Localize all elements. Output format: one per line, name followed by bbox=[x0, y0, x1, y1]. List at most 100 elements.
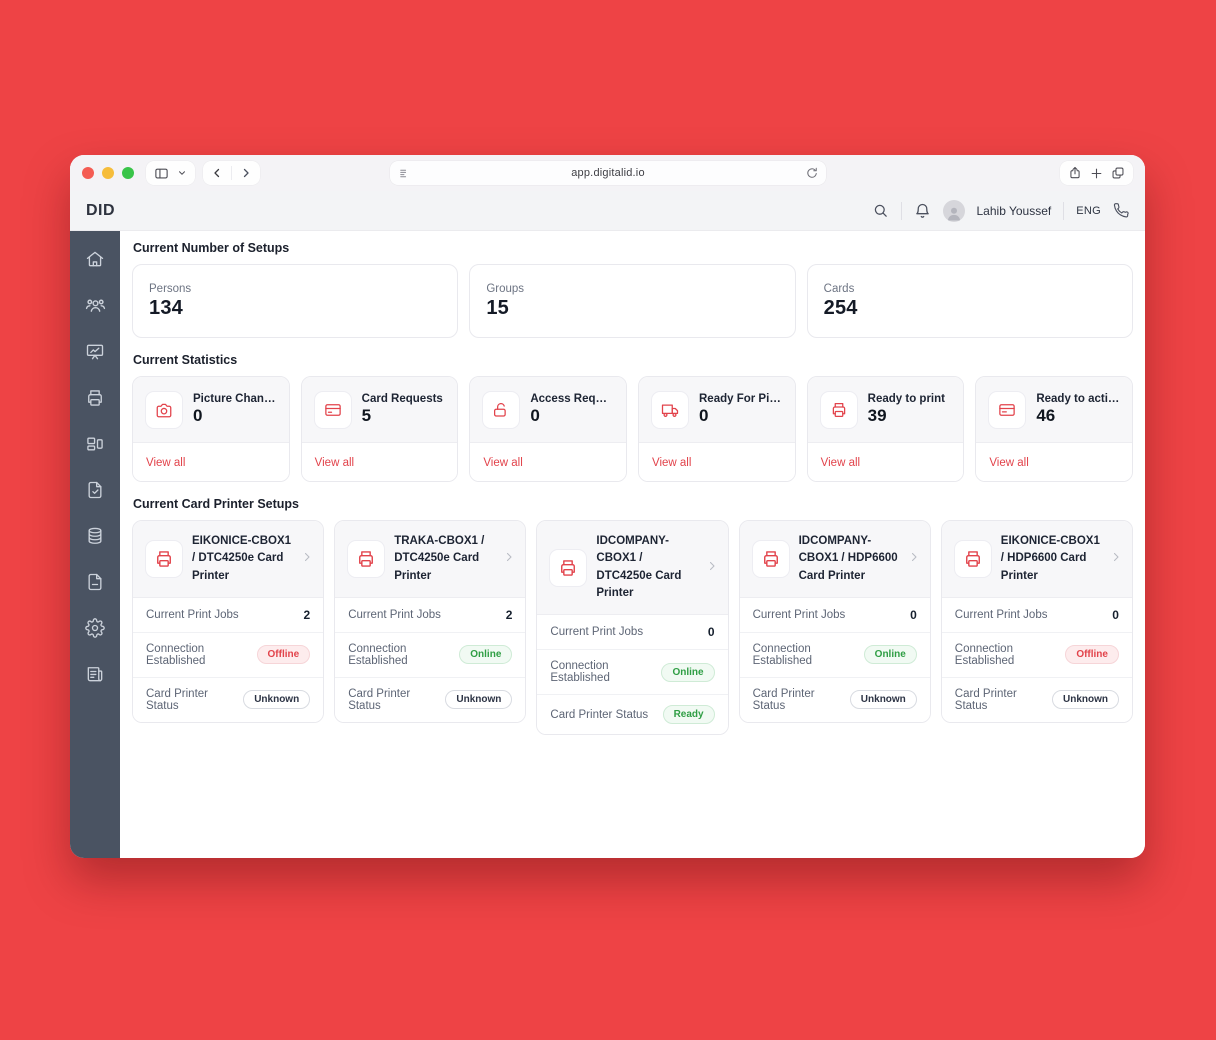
connection-row: Connection Established Offline bbox=[941, 633, 1132, 678]
tab-overview-icon[interactable] bbox=[1111, 166, 1125, 180]
reload-icon[interactable] bbox=[806, 167, 818, 179]
close-window-button[interactable] bbox=[82, 167, 94, 179]
print-jobs-value: 2 bbox=[505, 607, 513, 622]
stat-title: Ready to activate bbox=[1036, 393, 1120, 405]
sidebar-item-approvals[interactable] bbox=[85, 480, 105, 500]
chevron-right-icon bbox=[301, 550, 313, 568]
printer-status-badge: Ready bbox=[662, 705, 715, 724]
share-icon[interactable] bbox=[1068, 166, 1082, 180]
row-label: Connection Established bbox=[550, 660, 610, 684]
stat-card-picture-change: Picture Change R… 0 View all bbox=[132, 376, 290, 482]
user-avatar[interactable] bbox=[942, 199, 965, 222]
view-all-link[interactable]: View all bbox=[652, 457, 692, 469]
print-jobs-value: 0 bbox=[707, 625, 715, 639]
browser-actions bbox=[1060, 161, 1133, 185]
sidebar-toggle-group bbox=[146, 161, 195, 185]
printer-card: IDCOMPANY-CBOX1 / HDP6600 Card Printer C… bbox=[738, 520, 931, 723]
minimize-window-button[interactable] bbox=[102, 167, 114, 179]
address-bar[interactable]: app.digitalid.io bbox=[389, 161, 826, 185]
printer-status-row: Card Printer Status Unknown bbox=[335, 678, 525, 722]
printer-status-badge: Unknown bbox=[243, 690, 311, 710]
stat-title: Picture Change R… bbox=[193, 393, 277, 405]
divider bbox=[900, 201, 902, 220]
connection-row: Connection Established Online bbox=[335, 633, 526, 678]
divider bbox=[1063, 201, 1065, 220]
row-label: Card Printer Status bbox=[752, 687, 815, 712]
chevron-right-icon bbox=[503, 550, 515, 568]
stat-title: Card Requests bbox=[361, 393, 443, 405]
row-label: Connection Established bbox=[348, 642, 408, 667]
view-all-link[interactable]: View all bbox=[146, 457, 186, 469]
printer-name: EIKONICE-CBOX1 / DTC4250e Card Printer bbox=[192, 535, 292, 582]
main-content: Current Number of Setups Persons 134 Gro… bbox=[120, 231, 1145, 858]
sidebar-item-database[interactable] bbox=[85, 526, 105, 546]
chevron-down-icon[interactable] bbox=[177, 168, 187, 178]
printer-card-header[interactable]: IDCOMPANY-CBOX1 / HDP6600 Card Printer bbox=[739, 521, 930, 598]
phone-icon[interactable] bbox=[1113, 202, 1129, 219]
sidebar-item-documents[interactable] bbox=[85, 572, 105, 592]
printer-icon bbox=[145, 539, 183, 578]
sidebar-item-components[interactable] bbox=[85, 434, 105, 454]
unlock-icon bbox=[482, 390, 521, 429]
setups-section-title: Current Number of Setups bbox=[133, 241, 290, 255]
forward-icon[interactable] bbox=[240, 167, 252, 179]
stat-card-ready-to-activate: Ready to activate 46 View all bbox=[975, 376, 1133, 482]
reader-mode-icon[interactable] bbox=[398, 167, 411, 180]
chevron-right-icon bbox=[706, 559, 718, 577]
printer-card-header[interactable]: IDCOMPANY-CBOX1 / DTC4250e Card Printer bbox=[537, 521, 728, 615]
setup-card-value: 134 bbox=[149, 296, 183, 319]
printer-icon bbox=[819, 390, 858, 429]
statistics-section-title: Current Statistics bbox=[133, 353, 238, 367]
stat-value: 0 bbox=[530, 406, 540, 425]
printer-card: EIKONICE-CBOX1 / DTC4250e Card Printer C… bbox=[132, 520, 325, 723]
printer-card-header[interactable]: TRAKA-CBOX1 / DTC4250e Card Printer bbox=[335, 521, 526, 598]
stat-card-ready-for-pickup: Ready For Pickup 0 View all bbox=[638, 376, 796, 482]
connection-status-badge: Online bbox=[661, 662, 715, 682]
view-all-link[interactable]: View all bbox=[483, 457, 523, 469]
row-label: Connection Established bbox=[752, 642, 813, 667]
sidebar-item-news[interactable] bbox=[85, 664, 105, 684]
new-tab-icon[interactable] bbox=[1090, 167, 1103, 180]
printer-card-header[interactable]: EIKONICE-CBOX1 / HDP6600 Card Printer bbox=[941, 521, 1132, 598]
notifications-bell-icon[interactable] bbox=[914, 202, 931, 219]
printer-name: EIKONICE-CBOX1 / HDP6600 Card Printer bbox=[1000, 535, 1100, 582]
printer-card-header[interactable]: EIKONICE-CBOX1 / DTC4250e Card Printer bbox=[133, 521, 324, 598]
print-jobs-row: Current Print Jobs 0 bbox=[537, 615, 728, 650]
printer-status-badge: Unknown bbox=[445, 690, 513, 710]
sidebar-item-reports[interactable] bbox=[85, 342, 105, 362]
setup-card-value: 15 bbox=[486, 296, 509, 319]
row-label: Card Printer Status bbox=[550, 708, 649, 721]
printer-status-row: Card Printer Status Unknown bbox=[942, 678, 1132, 722]
sidebar-item-printers[interactable] bbox=[85, 388, 105, 408]
back-icon[interactable] bbox=[211, 167, 223, 179]
stat-value: 0 bbox=[699, 406, 709, 425]
zoom-window-button[interactable] bbox=[122, 167, 134, 179]
print-jobs-row: Current Print Jobs 0 bbox=[941, 598, 1132, 633]
chevron-right-icon bbox=[1110, 550, 1122, 568]
browser-window: app.digitalid.io DID bbox=[70, 155, 1145, 858]
connection-status-badge: Offline bbox=[256, 645, 311, 665]
user-name[interactable]: Lahib Youssef bbox=[976, 203, 1052, 218]
search-icon[interactable] bbox=[872, 202, 889, 219]
app-header: DID Lahib Youssef ENG bbox=[70, 191, 1145, 231]
language-selector[interactable]: ENG bbox=[1076, 204, 1101, 217]
row-label: Connection Established bbox=[146, 642, 206, 667]
sidebar-panel-icon[interactable] bbox=[154, 166, 169, 181]
sidebar-item-users[interactable] bbox=[85, 295, 106, 316]
view-all-link[interactable]: View all bbox=[820, 457, 861, 469]
printer-icon bbox=[953, 539, 992, 578]
connection-row: Connection Established Online bbox=[537, 650, 728, 695]
row-label: Current Print Jobs bbox=[752, 608, 846, 621]
view-all-link[interactable]: View all bbox=[314, 457, 355, 469]
setup-card-cards: Cards 254 bbox=[806, 264, 1133, 338]
sidebar-item-home[interactable] bbox=[85, 249, 105, 269]
stat-value: 5 bbox=[361, 406, 372, 425]
view-all-link[interactable]: View all bbox=[989, 457, 1029, 469]
stat-title: Ready For Pickup bbox=[699, 393, 783, 405]
stat-card-access-requests: Access Requests 0 View all bbox=[469, 376, 627, 482]
sidebar-item-settings[interactable] bbox=[85, 618, 105, 638]
setup-card-label: Cards bbox=[823, 282, 855, 295]
setup-card-value: 254 bbox=[823, 296, 858, 319]
printer-status-badge: Unknown bbox=[849, 690, 917, 710]
row-label: Connection Established bbox=[954, 642, 1015, 667]
